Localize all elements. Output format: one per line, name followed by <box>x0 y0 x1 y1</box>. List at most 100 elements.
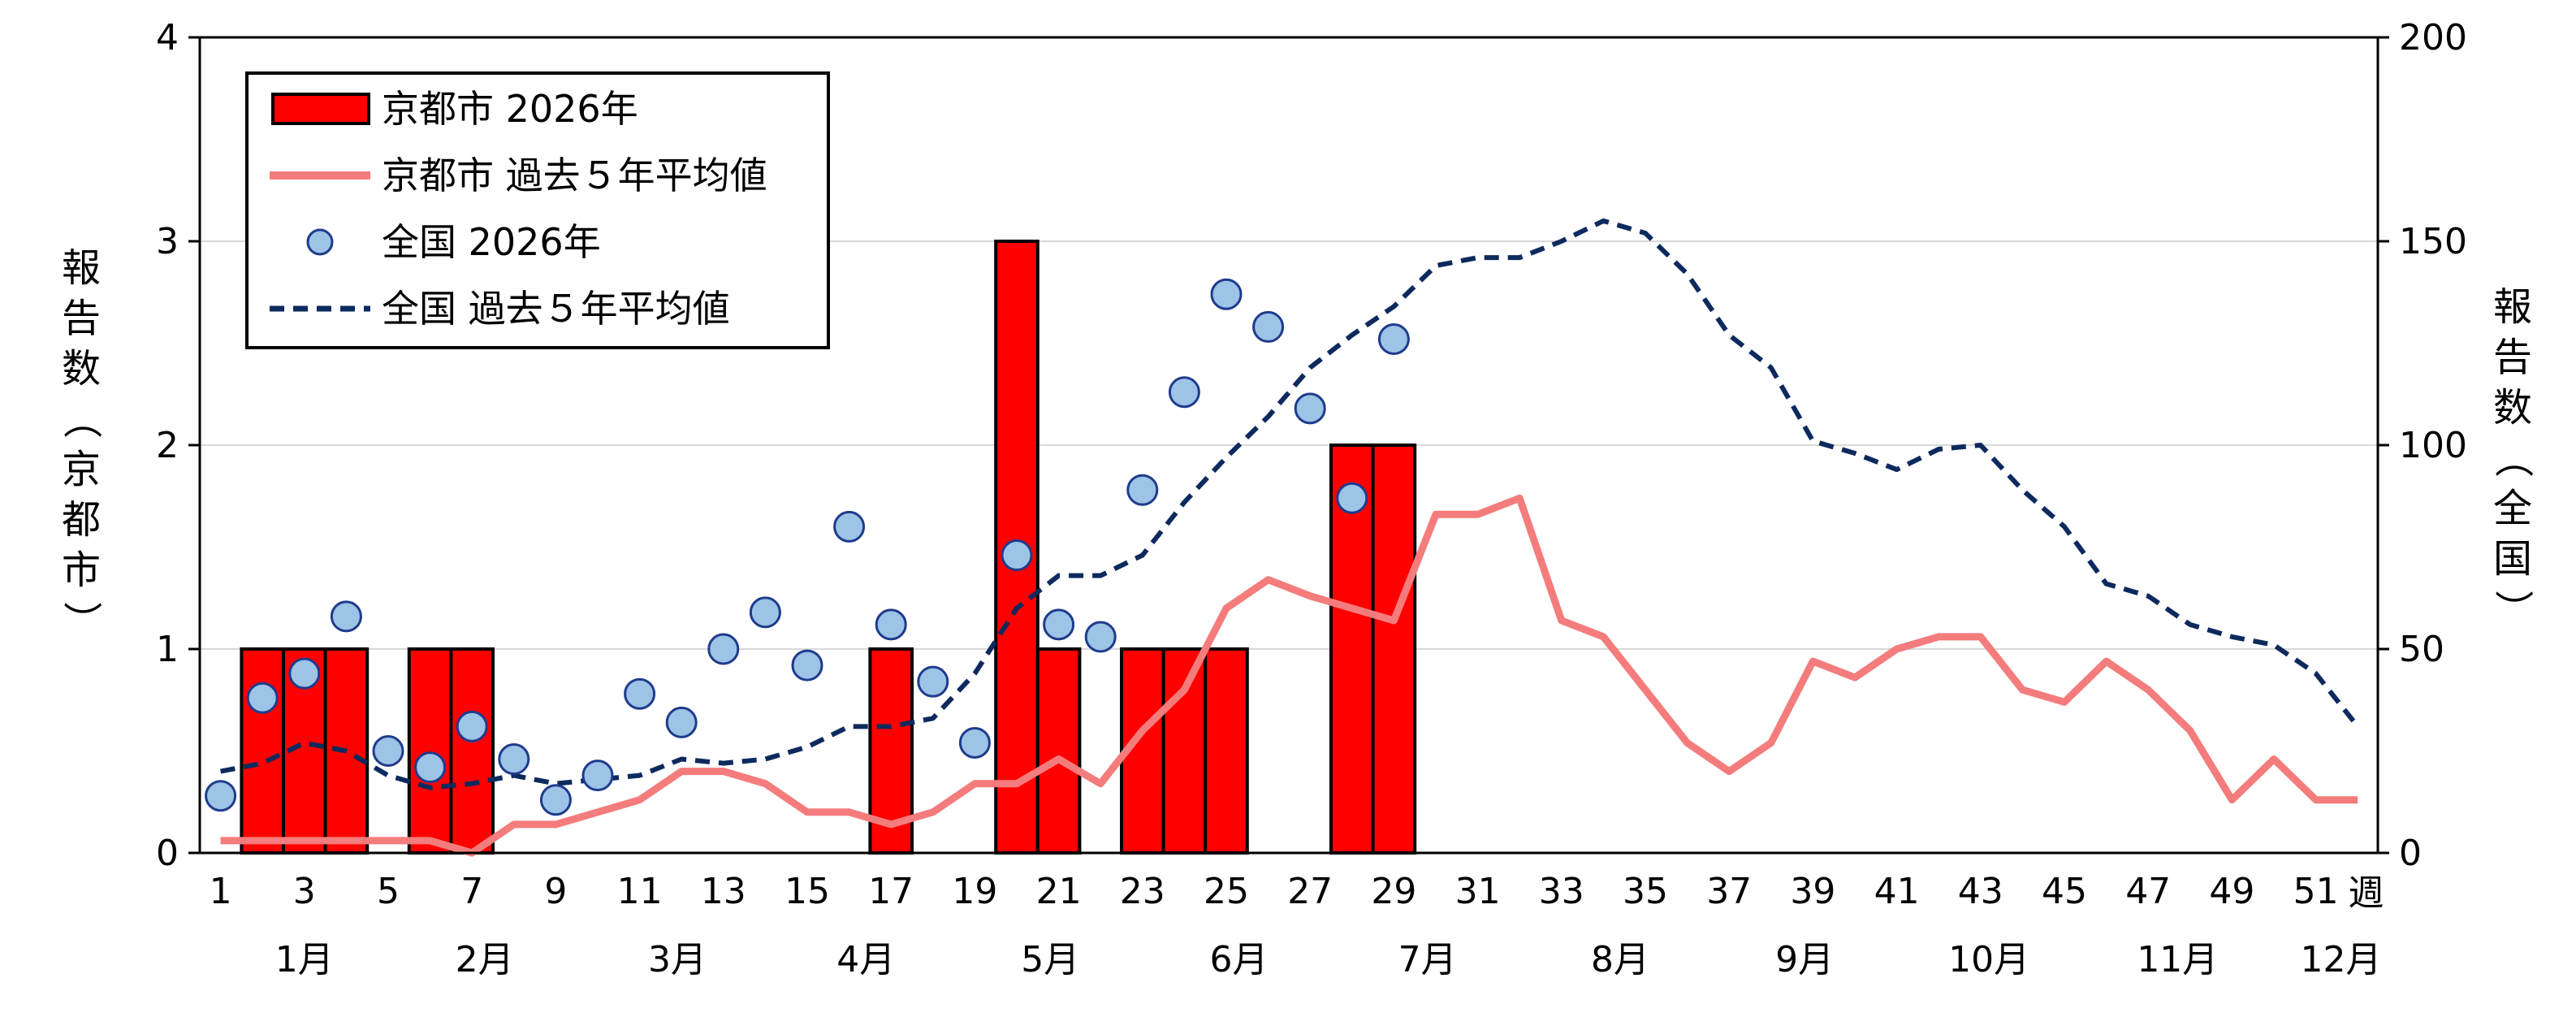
x-tick-label: 25 <box>1204 871 1249 912</box>
point <box>288 657 321 690</box>
x-tick-label: 33 <box>1539 871 1584 912</box>
point <box>1043 608 1075 641</box>
x-tick-label: 7 <box>460 871 483 912</box>
x-tick-label: 3 <box>293 871 316 912</box>
bar <box>407 647 453 855</box>
point <box>1168 376 1200 409</box>
point <box>1126 474 1159 506</box>
x-tick-label: 31 <box>1455 871 1501 912</box>
x-tick-label: 19 <box>952 871 997 912</box>
point <box>1252 310 1285 343</box>
point <box>958 726 991 759</box>
point <box>624 677 656 710</box>
point <box>1084 621 1117 653</box>
bar <box>449 647 495 855</box>
point <box>498 743 530 776</box>
y-left-title-char: 告 <box>62 296 101 341</box>
y-left-title-char: 京 <box>62 447 101 492</box>
series-line-national-average <box>220 218 2360 790</box>
point <box>833 510 866 543</box>
y-left-tick-label: 0 <box>156 833 179 874</box>
y-left-title-char: 報 <box>62 245 101 291</box>
point <box>205 780 237 812</box>
y-right-tick-label: 150 <box>2399 221 2467 262</box>
month-label: 6月 <box>1209 939 1268 980</box>
legend-label: 京都市 過去５年平均値 <box>382 154 767 197</box>
month-label: 2月 <box>456 939 514 980</box>
point <box>456 710 488 742</box>
y-right-title-char: 全 <box>2493 486 2532 531</box>
legend-label: 全国 2026年 <box>382 220 601 264</box>
y-right-tick-label: 0 <box>2399 833 2422 874</box>
point <box>665 706 698 738</box>
month-label: 8月 <box>1591 939 1649 980</box>
x-tick-label: 47 <box>2125 871 2171 912</box>
month-label: 12月 <box>2301 939 2382 980</box>
y-left-title-char: （ <box>58 400 104 439</box>
bar <box>1035 647 1082 855</box>
x-tick-label: 17 <box>868 871 914 912</box>
x-tick-label: 23 <box>1120 871 1165 912</box>
y-left-tick-label: 4 <box>156 17 179 58</box>
point <box>414 751 447 784</box>
y-left-title-char: 都 <box>62 497 101 543</box>
x-tick-label: 45 <box>2042 871 2087 912</box>
y-left-tick-label: 1 <box>156 629 179 670</box>
x-tick-label: 49 <box>2209 871 2254 912</box>
month-label: 11月 <box>2137 939 2218 980</box>
x-tick-label: 9 <box>544 871 567 912</box>
y-right-title-char: （ <box>2490 439 2535 478</box>
y-left-title-char: 市 <box>62 547 101 593</box>
x-tick-label: 13 <box>701 871 746 912</box>
legend-label: 京都市 2026年 <box>382 87 638 131</box>
month-label: 9月 <box>1775 939 1834 980</box>
y-right-title-char: 国 <box>2493 536 2532 582</box>
y-right-title-char: 数 <box>2493 385 2532 431</box>
lines <box>220 218 2360 857</box>
x-tick-label: 43 <box>1958 871 2003 912</box>
point <box>1336 482 1368 514</box>
point <box>875 608 907 641</box>
month-label: 10月 <box>1948 939 2029 980</box>
point <box>1001 539 1033 572</box>
point <box>581 760 614 792</box>
point <box>1294 392 1326 425</box>
x-unit-label: 週 <box>2349 872 2384 914</box>
y-right-tick-label: 100 <box>2399 425 2467 466</box>
x-tick-label: 29 <box>1371 871 1416 912</box>
point <box>707 633 740 665</box>
y-left-title-char: 数 <box>62 346 101 392</box>
series-line-kyoto-average <box>220 494 2358 857</box>
bar <box>1204 647 1249 855</box>
legend-swatch-bar <box>271 93 370 125</box>
x-tick-label: 15 <box>784 871 830 912</box>
x-tick-label: 51 <box>2293 871 2339 912</box>
y-left-tick-label: 3 <box>156 221 179 262</box>
points <box>205 278 1410 816</box>
y-right-tick-label: 200 <box>2399 17 2467 58</box>
x-tick-label: 39 <box>1790 871 1835 912</box>
point <box>372 735 404 767</box>
y-right-title-char: 告 <box>2493 335 2532 380</box>
x-tick-label: 1 <box>210 871 232 912</box>
x-tick-label: 21 <box>1036 871 1082 912</box>
month-label: 1月 <box>275 939 334 980</box>
bar <box>1371 444 1417 855</box>
point <box>1377 322 1410 355</box>
point <box>539 784 572 816</box>
x-tick-label: 27 <box>1287 871 1333 912</box>
y-left-tick-label: 2 <box>156 425 179 466</box>
legend-label: 全国 過去５年平均値 <box>382 287 730 331</box>
y-left-title-char: ） <box>58 601 104 640</box>
month-label: 5月 <box>1021 939 1079 980</box>
legend-swatch-point <box>306 228 334 256</box>
x-tick-label: 41 <box>1874 871 1920 912</box>
point <box>917 665 949 698</box>
month-label: 3月 <box>648 939 707 980</box>
x-tick-label: 5 <box>377 871 400 912</box>
x-tick-label: 37 <box>1706 871 1752 912</box>
